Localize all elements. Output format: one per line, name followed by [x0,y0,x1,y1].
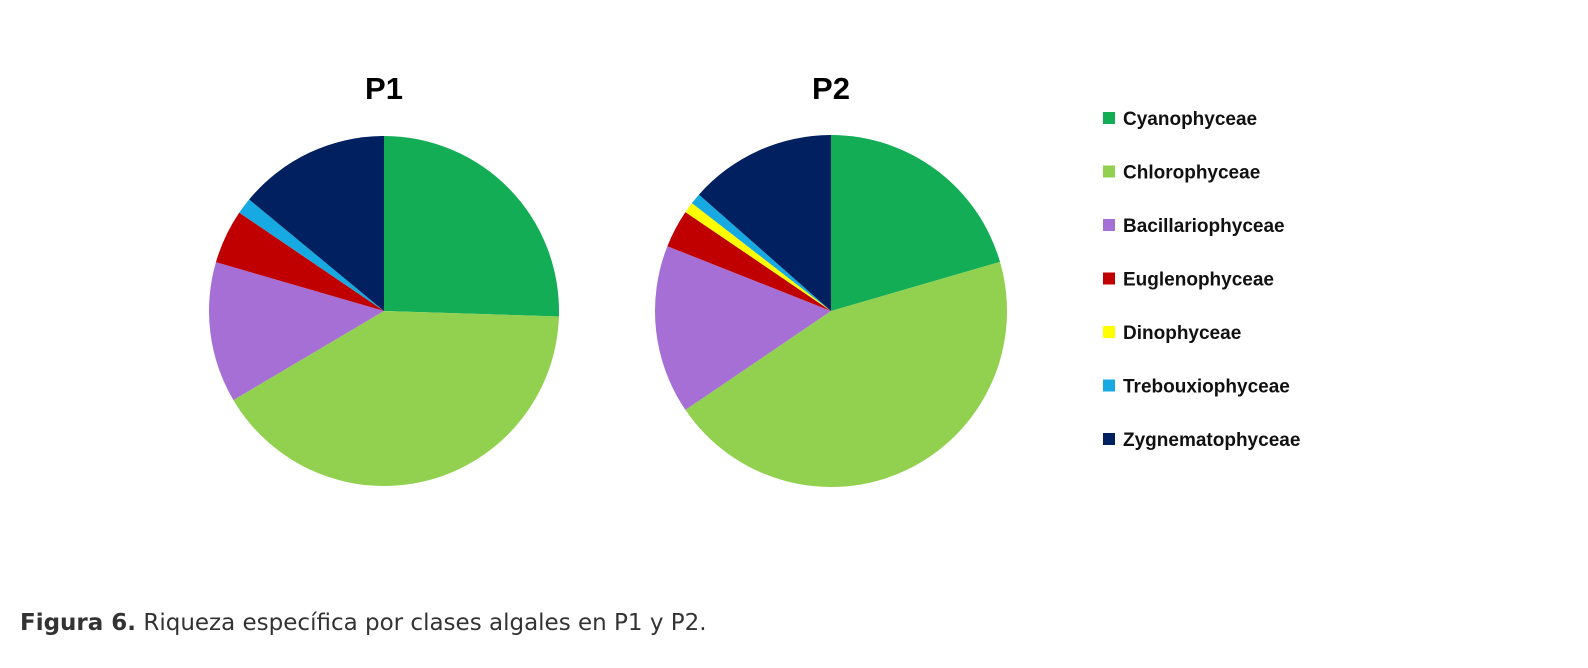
legend-label-trebouxiophyceae: Trebouxiophyceae [1123,377,1290,398]
legend-swatch-zygnematophyceae [1103,433,1115,445]
legend-swatch-euglenophyceae [1103,272,1115,285]
legend-swatch-cyanophyceae [1103,112,1115,124]
p1-slice-zygnematophyceae [249,136,384,311]
p1-slice-trebouxiophyceae [239,199,384,311]
pie-charts-figure: P1 P2 Cyanophyceae Chlorophyceae Bacillari… [209,71,1300,488]
legend-label-bacillariophyceae: Bacillariophyceae [1123,216,1285,237]
pie-p2 [654,135,1008,488]
legend-label-euglenophyceae: Euglenophyceae [1123,270,1274,291]
legend-swatch-bacillariophyceae [1103,219,1115,231]
legend: Cyanophyceae Chlorophyceae Bacillariophyce… [1103,109,1300,451]
legend-label-dinophyceae: Dinophyceae [1123,323,1241,344]
legend-label-zygnematophyceae: Zygnematophyceae [1123,430,1300,451]
p2-slice-chlorophyceae [685,261,1008,488]
pie-p1 [209,136,559,486]
legend-swatch-chlorophyceae [1103,165,1115,178]
legend-swatch-trebouxiophyceae [1103,379,1115,392]
figure-caption: Figura 6. Riqueza específica por clases … [20,610,707,636]
legend-swatch-dinophyceae [1103,326,1115,338]
p1-slice-chlorophyceae [233,311,559,486]
p1-slice-cyanophyceae [384,136,559,317]
legend-label-cyanophyceae: Cyanophyceae [1123,109,1257,130]
p2-slice-trebouxiophyceae [691,194,831,311]
p2-slice-euglenophyceae [667,212,831,311]
caption-text: Riqueza específica por clases algales en… [136,610,707,636]
legend-label-chlorophyceae: Chlorophyceae [1123,163,1260,184]
p1-slice-euglenophyceae [215,212,384,311]
p1-slice-bacillariophyceae [209,262,384,401]
pie-title-p1: P1 [365,71,403,106]
p2-slice-cyanophyceae [831,135,1001,311]
pie-title-p2: P2 [812,71,850,106]
caption-label: Figura 6. [20,610,137,636]
p2-slice-bacillariophyceae [654,246,831,410]
p2-slice-dinophyceae [685,203,831,311]
p2-slice-zygnematophyceae [698,135,831,311]
